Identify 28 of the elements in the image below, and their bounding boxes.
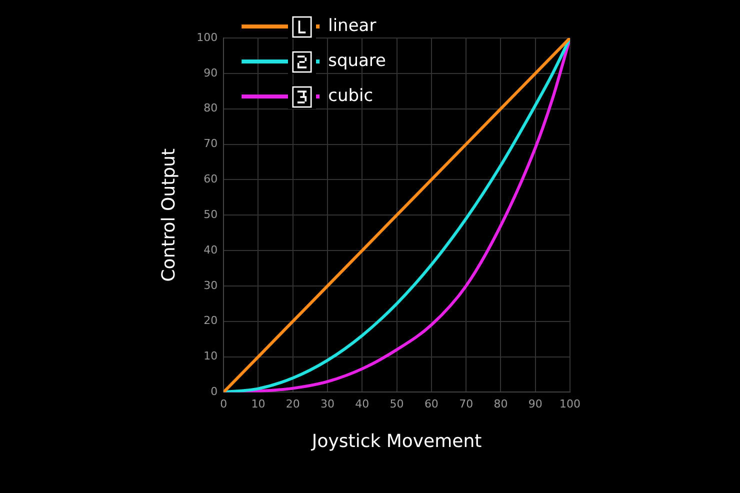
y-tick-label: 10 — [204, 350, 218, 363]
y-tick-label: 90 — [204, 66, 218, 80]
y-tick-label: 80 — [204, 102, 218, 115]
x-tick-label: 40 — [355, 398, 370, 411]
x-tick-label: 50 — [390, 398, 404, 411]
y-tick-label: 100 — [196, 30, 218, 44]
y-axis-title: Control Output — [158, 148, 180, 282]
x-tick-label: 30 — [320, 398, 335, 411]
x-axis-title: Joystick Movement — [310, 430, 482, 452]
line-series — [224, 38, 570, 392]
legend-label: cubic — [328, 86, 374, 106]
y-tick-label: 20 — [204, 314, 218, 328]
legend-label: square — [328, 50, 386, 71]
y-tick-label: 50 — [204, 208, 218, 221]
x-tick-label: 100 — [560, 398, 580, 411]
x-tick-label: 60 — [424, 398, 438, 411]
y-tick-label: 70 — [204, 137, 218, 150]
x-tick-label: 20 — [286, 398, 300, 411]
legend-label: linear — [328, 16, 376, 36]
y-tick-label: 0 — [210, 385, 218, 398]
x-tick-label: 10 — [251, 398, 266, 411]
y-tick-label: 40 — [204, 243, 218, 256]
x-tick-label: 80 — [494, 398, 508, 411]
x-tick-label: 0 — [220, 398, 228, 411]
y-tick-label: 30 — [204, 278, 218, 292]
y-tick-label: 60 — [204, 172, 218, 186]
x-tick-label: 90 — [528, 398, 542, 411]
x-tick-label: 70 — [459, 398, 474, 411]
